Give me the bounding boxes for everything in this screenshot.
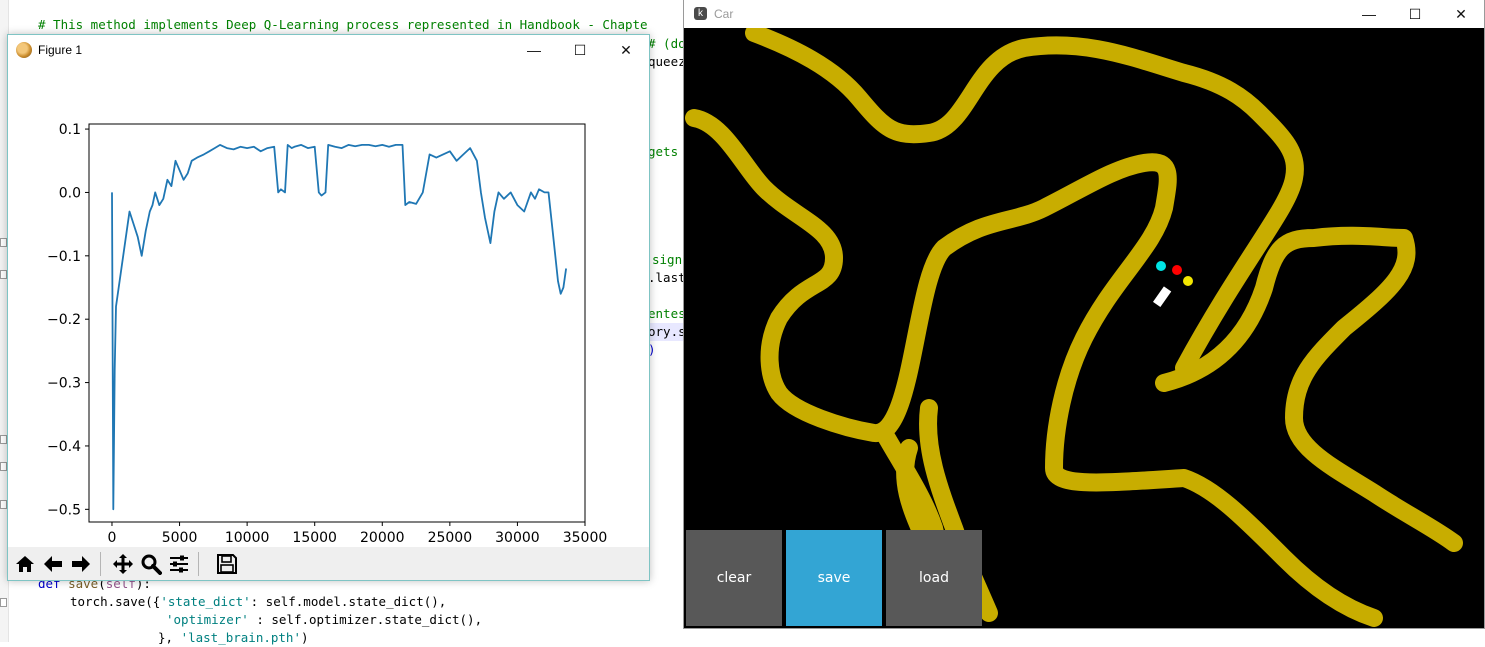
close-button[interactable]: ✕ — [603, 35, 649, 65]
maximize-button[interactable]: ☐ — [1392, 0, 1438, 28]
navigation-toolbar — [8, 547, 649, 580]
code-line-filename: }, 'last_brain.pth') — [158, 629, 309, 647]
fold-marker[interactable] — [0, 462, 7, 471]
car-window[interactable]: k Car — ☐ ✕ clear save load — [683, 0, 1485, 629]
plot-canvas[interactable]: 0 5000 10000 15000 20000 25000 30000 35000 0.1 0.… — [8, 65, 649, 547]
home-button[interactable] — [12, 551, 38, 577]
home-icon — [16, 556, 34, 572]
minimize-button[interactable]: — — [1346, 0, 1392, 28]
zoom-button[interactable] — [138, 551, 164, 577]
series-line — [111, 144, 567, 511]
code-fragment: entes — [648, 306, 686, 321]
line-chart[interactable]: 0 5000 10000 15000 20000 25000 30000 35000 0.1 0.… — [8, 65, 649, 547]
configure-subplots-icon — [170, 555, 188, 573]
matplotlib-icon — [16, 42, 32, 58]
code-token: 'optimizer' — [166, 612, 249, 627]
configure-subplots-button[interactable] — [166, 551, 192, 577]
code-fragment: queez — [648, 54, 686, 69]
zoom-icon — [141, 554, 162, 575]
figure-window[interactable]: Figure 1 — ☐ ✕ 0 5000 10000 15000 20000 25000… — [7, 34, 650, 581]
code-token: : self.model.state_dict(), — [250, 594, 447, 609]
save-icon — [217, 554, 237, 574]
y-tick-label: −0.2 — [47, 312, 81, 328]
back-button[interactable] — [40, 551, 66, 577]
axes-frame — [88, 123, 586, 523]
minimize-button[interactable]: — — [511, 35, 557, 65]
fold-marker[interactable] — [0, 500, 7, 509]
code-fragment: # (do — [648, 36, 686, 51]
clear-button[interactable]: clear — [686, 530, 782, 626]
y-tick-label: −0.5 — [47, 502, 81, 518]
x-tick-label: 35000 — [563, 530, 608, 546]
y-tick-label: −0.1 — [47, 249, 81, 265]
maximize-icon: ☐ — [573, 41, 587, 58]
back-arrow-icon — [44, 556, 62, 572]
road-layer — [685, 28, 1463, 627]
code-fragment: sign — [652, 252, 683, 267]
road-drawing[interactable] — [684, 28, 1484, 628]
load-button[interactable]: load — [886, 530, 982, 626]
forward-arrow-icon — [72, 556, 90, 572]
code-token: torch.save({ — [70, 594, 161, 609]
minimize-icon: — — [527, 42, 541, 58]
pan-icon — [113, 554, 133, 574]
fold-marker[interactable] — [0, 238, 7, 247]
maximize-button[interactable]: ☐ — [557, 35, 603, 65]
x-tick-label: 25000 — [428, 530, 473, 546]
code-token: }, — [158, 630, 181, 645]
close-icon: ✕ — [1455, 5, 1467, 22]
fold-marker[interactable] — [0, 598, 7, 607]
x-tick-label: 5000 — [162, 530, 198, 546]
figure-title: Figure 1 — [38, 43, 83, 57]
sensor-2 — [1172, 265, 1182, 275]
code-fragment: ) — [648, 342, 656, 357]
code-line-optimizer: 'optimizer' : self.optimizer.state_dict(… — [166, 611, 482, 629]
close-icon: ✕ — [620, 41, 632, 58]
figure-titlebar[interactable]: Figure 1 — ☐ ✕ — [8, 35, 649, 65]
code-line-torch-save: torch.save({'state_dict': self.model.sta… — [70, 593, 446, 611]
y-tick-label: −0.3 — [47, 376, 81, 392]
code-token: 'state_dict' — [160, 594, 251, 609]
code-fragment: ory.s — [648, 323, 686, 341]
road-stroke — [1155, 226, 1463, 552]
close-button[interactable]: ✕ — [1438, 0, 1484, 28]
road-stroke — [745, 28, 1304, 377]
sensor-1 — [1156, 261, 1166, 271]
minimize-icon: — — [1362, 6, 1376, 22]
code-token: : self.optimizer.state_dict(), — [248, 612, 483, 627]
save-button[interactable]: save — [786, 530, 882, 626]
y-tick-label: −0.4 — [47, 439, 81, 455]
code-comment-line: # This method implements Deep Q-Learning… — [38, 17, 648, 32]
code-token: ) — [301, 630, 309, 645]
car-titlebar[interactable]: k Car — ☐ ✕ — [684, 0, 1484, 28]
pan-button[interactable] — [110, 551, 136, 577]
maximize-icon: ☐ — [1408, 5, 1422, 22]
code-fragment: gets — [648, 144, 679, 159]
toolbar-separator — [100, 552, 101, 576]
map-canvas[interactable]: clear save load — [684, 28, 1484, 628]
road-stroke — [685, 109, 1383, 627]
code-fragment: .last — [648, 270, 686, 285]
car — [1152, 286, 1172, 308]
sensor-3 — [1183, 276, 1193, 286]
fold-marker[interactable] — [0, 270, 7, 279]
kivy-icon: k — [694, 7, 707, 20]
toolbar-separator — [198, 552, 199, 576]
car-window-title: Car — [714, 7, 734, 21]
x-tick-label: 10000 — [225, 530, 270, 546]
forward-button[interactable] — [68, 551, 94, 577]
y-tick-label: 0.0 — [59, 185, 81, 201]
x-tick-label: 0 — [108, 530, 117, 546]
y-tick-label: 0.1 — [59, 122, 81, 138]
save-figure-button[interactable] — [214, 551, 240, 577]
code-token: 'last_brain.pth' — [180, 630, 301, 645]
x-tick-label: 20000 — [360, 530, 405, 546]
x-tick-label: 30000 — [495, 530, 540, 546]
fold-marker[interactable] — [0, 435, 7, 444]
x-tick-label: 15000 — [292, 530, 337, 546]
